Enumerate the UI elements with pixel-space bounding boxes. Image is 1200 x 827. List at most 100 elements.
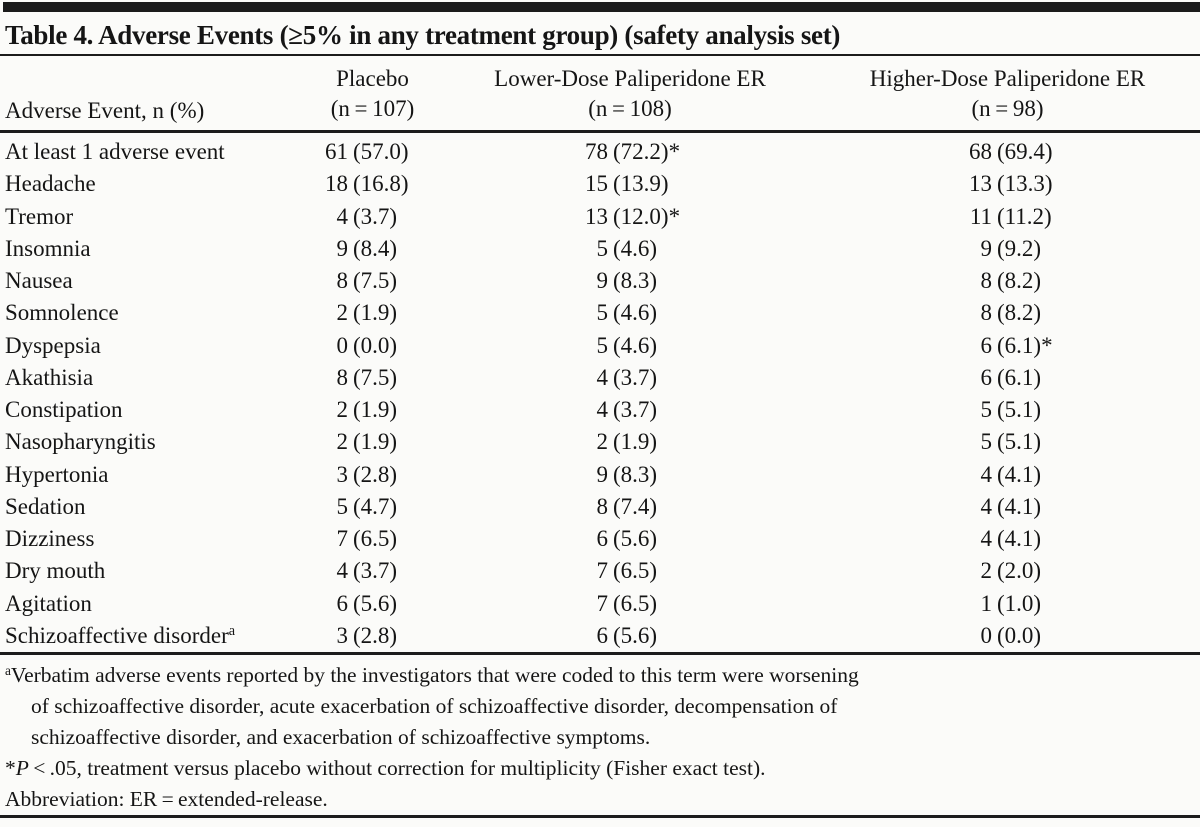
footnote-a: aVerbatim adverse events reported by the…: [5, 660, 1200, 753]
percent-value: (3.7): [613, 364, 658, 390]
percent-value: (6.1): [997, 332, 1042, 358]
count-value: 5: [336, 493, 349, 519]
percent-value: (4.6): [613, 300, 658, 326]
column-header-higher-dose: Higher-Dose Paliperidone ER (n = 98): [815, 64, 1200, 130]
bottom-rule: [0, 815, 1200, 818]
significance-asterisk: *: [668, 139, 681, 165]
adverse-event-text: Schizoaffective disorder: [5, 622, 229, 648]
percent-value: (6.5): [353, 526, 398, 552]
percent-value: (72.2): [613, 139, 669, 165]
footnote-a-line3: schizoaffective disorder, and exacerbati…: [31, 725, 651, 749]
adverse-event-label: Dry mouth: [0, 558, 300, 584]
footnote-a-line1: aVerbatim adverse events reported by the…: [5, 660, 1200, 691]
count-value: 9: [980, 235, 993, 261]
percent-value: (12.0): [613, 203, 669, 229]
table-body: At least 1 adverse event 61 (57.0) 78 (72.…: [0, 133, 1200, 652]
cell-lower-dose: 4 (3.7): [445, 365, 815, 391]
adverse-event-text: Headache: [5, 171, 96, 197]
percent-value: (8.2): [997, 300, 1042, 326]
count-value: 68: [969, 139, 992, 165]
cell-placebo: 9 (8.4): [300, 236, 445, 262]
count-value: 9: [596, 461, 609, 487]
header-rule: [0, 130, 1200, 133]
count-value: 11: [969, 203, 992, 229]
cell-placebo: 4 (3.7): [300, 204, 445, 230]
cell-lower-dose: 2 (1.9): [445, 429, 815, 455]
count-value: 7: [336, 526, 349, 552]
cell-higher-dose: 6 (6.1): [815, 365, 1200, 391]
top-rule: [3, 2, 1200, 12]
cell-lower-dose: 7 (6.5): [445, 558, 815, 584]
count-value: 2: [336, 397, 349, 423]
adverse-event-text: Tremor: [5, 203, 74, 229]
percent-value: (4.6): [613, 235, 658, 261]
count-value: 13: [969, 171, 992, 197]
percent-value: (1.9): [353, 397, 398, 423]
percent-value: (4.1): [997, 461, 1042, 487]
adverse-event-label: Hypertonia: [0, 462, 300, 488]
title-rule: [0, 54, 1200, 56]
footnotes: aVerbatim adverse events reported by the…: [0, 655, 1200, 815]
column-header-placebo: Placebo (n = 107): [300, 64, 445, 130]
cell-lower-dose: 9 (8.3): [445, 462, 815, 488]
adverse-event-label: Nasopharyngitis: [0, 429, 300, 455]
cell-higher-dose: 8 (8.2): [815, 268, 1200, 294]
cell-placebo: 8 (7.5): [300, 365, 445, 391]
adverse-event-text: Akathisia: [5, 364, 94, 390]
percent-value: (7.4): [613, 493, 658, 519]
cell-higher-dose: 9 (9.2): [815, 236, 1200, 262]
cell-placebo: 2 (1.9): [300, 300, 445, 326]
footnote-a-line2: of schizoaffective disorder, acute exace…: [31, 694, 838, 718]
adverse-event-text: Dyspepsia: [5, 332, 101, 358]
percent-value: (4.6): [613, 332, 658, 358]
adverse-event-label: Dizziness: [0, 526, 300, 552]
count-value: 4: [980, 461, 993, 487]
cell-placebo: 2 (1.9): [300, 429, 445, 455]
count-value: 5: [980, 397, 993, 423]
count-value: 5: [596, 332, 609, 358]
cell-placebo: 8 (7.5): [300, 268, 445, 294]
adverse-event-label: Akathisia: [0, 365, 300, 391]
count-value: 61: [325, 139, 348, 165]
count-value: 6: [980, 364, 993, 390]
percent-value: (7.5): [353, 364, 398, 390]
percent-value: (57.0): [353, 139, 409, 165]
count-value: 9: [336, 235, 349, 261]
adverse-event-label: Dyspepsia: [0, 333, 300, 359]
cell-higher-dose: 4 (4.1): [815, 462, 1200, 488]
count-value: 7: [596, 590, 609, 616]
cell-lower-dose: 9 (8.3): [445, 268, 815, 294]
adverse-event-text: Constipation: [5, 397, 123, 423]
percent-value: (5.1): [997, 429, 1042, 455]
count-value: 6: [336, 590, 349, 616]
footnote-pvalue: *P < .05, treatment versus placebo witho…: [5, 753, 1200, 784]
table-row: Hypertonia 3 (2.8) 9 (8.3) 4 (4.1): [0, 459, 1200, 491]
cell-lower-dose: 5 (4.6): [445, 236, 815, 262]
count-value: 4: [980, 526, 993, 552]
percent-value: (5.6): [353, 590, 398, 616]
count-value: 8: [980, 268, 993, 294]
count-value: 3: [336, 622, 349, 648]
count-value: 6: [980, 332, 993, 358]
column-header-lower-dose-n: (n = 108): [588, 96, 672, 121]
percent-value: (6.1): [997, 364, 1042, 390]
percent-value: (8.2): [997, 268, 1042, 294]
percent-value: (8.4): [353, 235, 398, 261]
percent-value: (1.9): [353, 429, 398, 455]
percent-value: (3.7): [353, 203, 398, 229]
count-value: 5: [596, 300, 609, 326]
footnote-abbreviation: Abbreviation: ER = extended-release.: [5, 787, 328, 811]
percent-value: (16.8): [353, 171, 409, 197]
cell-placebo: 7 (6.5): [300, 526, 445, 552]
cell-placebo: 6 (5.6): [300, 591, 445, 617]
pvalue-variable: P: [15, 756, 29, 780]
column-header-adverse-event: Adverse Event, n (%): [5, 98, 205, 123]
cell-placebo: 3 (2.8): [300, 462, 445, 488]
table-row: Tremor 4 (3.7) 13 (12.0) * 11 (11.2): [0, 201, 1200, 233]
table-row: Schizoaffective disordera 3 (2.8) 6 (5.6) …: [0, 620, 1200, 652]
percent-value: (6.5): [613, 558, 658, 584]
cell-higher-dose: 5 (5.1): [815, 397, 1200, 423]
adverse-event-label: Headache: [0, 171, 300, 197]
pvalue-text: < .05, treatment versus placebo without …: [28, 756, 766, 780]
table-row: Dizziness 7 (6.5) 6 (5.6) 4 (4.1): [0, 523, 1200, 555]
